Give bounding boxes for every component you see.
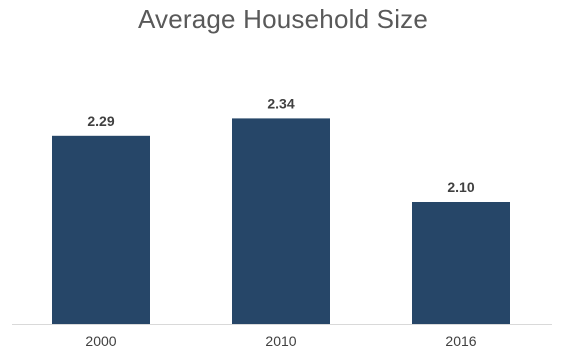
- x-tick-label-2010: 2010: [265, 333, 296, 349]
- data-label-2010: 2.34: [267, 95, 294, 111]
- x-tick-label-2000: 2000: [85, 333, 116, 349]
- x-tick-label-2016: 2016: [445, 333, 476, 349]
- data-label-2000: 2.29: [87, 113, 114, 129]
- chart-title: Average Household Size: [137, 4, 429, 34]
- data-label-2016: 2.10: [447, 179, 474, 195]
- bar-2016: [412, 202, 510, 324]
- bar-2000: [52, 135, 150, 324]
- bar-2010: [232, 118, 330, 325]
